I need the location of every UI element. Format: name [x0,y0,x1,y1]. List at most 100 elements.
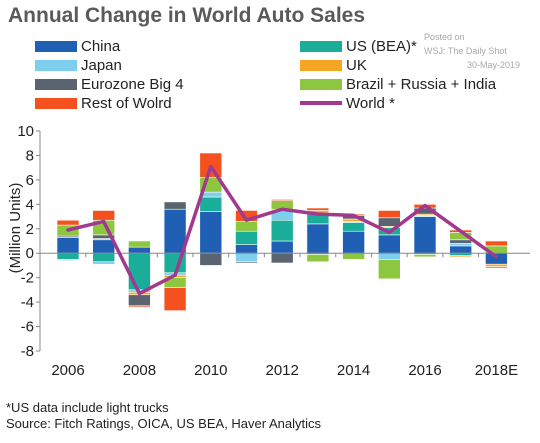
footnote-us-data: *US data include light trucks [6,400,169,415]
legend-swatch-eurozone-big-4 [35,78,77,90]
bar-china-2012 [270,240,294,254]
bar-us-bea-2006 [56,252,80,260]
bar-eurozone-big-4-2011 [235,261,258,264]
legend-label-brazil-russia-india: Brazil + Russia + India [346,76,497,93]
watermark: Posted on WSJ: The Daily Shot 30-May-201… [424,30,534,72]
x-tick-label: 2010 [194,362,227,379]
bar-us-bea-2014 [342,222,365,232]
bar-brazil-russia-india-2016 [413,254,437,258]
bar-brazil-russia-india-2014 [342,252,365,260]
line-point-world-2014 [352,213,356,217]
bar-rest-of-wolrd-2007 [92,210,115,221]
legend-label-world: World * [346,95,395,112]
legend-item-uk: UK [300,57,367,74]
bar-china-2007 [92,239,115,254]
y-tick-label: 0 [26,245,34,262]
x-tick-label: 2014 [337,362,370,379]
line-point-world-2007 [102,219,106,223]
bar-us-bea-2008 [128,252,151,291]
bar-japan-2017 [449,243,473,247]
y-tick-label: -8 [21,343,34,360]
watermark-source: WSJ: The Daily Shot [424,46,507,56]
legend-item-eurozone-big-4: Eurozone Big 4 [35,76,184,93]
line-point-world-2009 [173,273,177,277]
line-point-world-2013 [316,212,320,216]
y-tick-label: -6 [21,319,34,336]
y-tick-label: 10 [17,123,34,140]
line-point-world-2011 [245,218,248,222]
bar-eurozone-big-4-2009 [163,201,187,210]
line-point-world-2015 [387,230,391,234]
bar-rest-of-wolrd-2009 [163,287,187,311]
legend-label-eurozone-big-4: Eurozone Big 4 [81,76,184,93]
x-tick-label: 2012 [266,362,299,379]
x-tick-label: 2018E [475,362,518,379]
bar-us-bea-2012 [270,219,294,242]
bar-rest-of-wolrd-2013 [306,207,330,211]
bar-china-2010 [199,211,223,254]
line-point-world-2017 [459,229,463,233]
bar-rest-of-wolrd-2018E [485,240,508,247]
legend-swatch-world [300,101,342,106]
watermark-posted: Posted on [424,32,465,42]
footnote-source: Source: Fitch Ratings, OICA, US BEA, Hav… [6,416,322,431]
y-tick-label: 2 [26,221,34,238]
watermark-date: 30-May-2019 [466,60,520,70]
bar-eurozone-big-4-2017 [449,239,473,244]
legend-label-china: China [81,38,121,55]
bar-rest-of-wolrd-2015 [377,210,401,219]
bar-brazil-russia-india-2013 [306,254,330,263]
line-point-world-2018E [494,255,498,259]
legend-swatch-us-bea [300,40,342,52]
y-tick-label: 6 [26,172,34,189]
bar-us-bea-2007 [92,252,115,263]
x-tick-label: 2016 [408,362,441,379]
bar-brazil-russia-india-2008 [128,240,151,248]
bar-brazil-russia-india-2011 [235,221,258,232]
bar-japan-2007 [92,261,115,265]
line-point-world-2006 [66,228,70,232]
x-tick-label: 2006 [51,362,84,379]
bar-eurozone-big-4-2018E [485,266,508,269]
y-tick-label: 4 [26,196,34,213]
y-tick-label: -2 [21,270,34,287]
legend-item-japan: Japan [35,57,122,74]
bar-us-bea-2011 [235,230,258,245]
bar-china-2008 [128,246,151,254]
line-point-world-2012 [280,207,284,211]
legend-swatch-rest-of-wolrd [35,97,77,109]
legend-item-world: World * [300,95,395,112]
chart-plot: -8 -6 -4 -2 0 2 4 6 8 10 (Million Units) 2006 2008 20… [7,123,530,379]
line-point-world-2008 [137,292,141,296]
line-point-world-2016 [423,204,427,208]
bar-china-2017 [449,245,473,254]
bar-eurozone-big-4-2010 [199,252,223,266]
bar-china-2011 [235,244,258,254]
x-tick-label: 2008 [123,362,156,379]
bar-china-2015 [377,234,401,254]
y-tick-label: 8 [26,147,34,164]
legend-swatch-brazil-russia-india [300,78,342,90]
legend-item-us-bea: US (BEA)* [300,38,417,55]
chart-legend: China US (BEA)* Japan UK Eurozone Big 4 Brazi… [0,0,540,120]
bar-eurozone-big-4-2008 [128,294,151,307]
y-tick-label: -4 [21,294,34,311]
legend-label-rest-of-wolrd: Rest of Wolrd [81,95,172,112]
legend-label-japan: Japan [81,57,122,74]
legend-swatch-uk [300,59,342,71]
bar-uk-2017 [449,255,473,258]
chart-title: Annual Change in World Auto Sales [8,4,366,27]
legend-swatch-japan [35,59,77,71]
legend-label-us-bea: US (BEA)* [346,38,417,55]
footnote: *US data include light trucks Source: Fi… [6,400,321,432]
legend-item-china: China [35,38,120,55]
bar-china-2016 [413,216,437,254]
bar-china-2013 [306,223,330,254]
bar-japan-2011 [235,252,258,263]
bar-brazil-russia-india-2015 [377,259,401,280]
bar-china-2014 [342,230,365,254]
legend-item-rest-of-wolrd: Rest of Wolrd [35,95,172,112]
legend-label-uk: UK [346,57,367,74]
bar-china-2006 [56,237,80,254]
bar-rest-of-wolrd-2012 [270,199,294,201]
